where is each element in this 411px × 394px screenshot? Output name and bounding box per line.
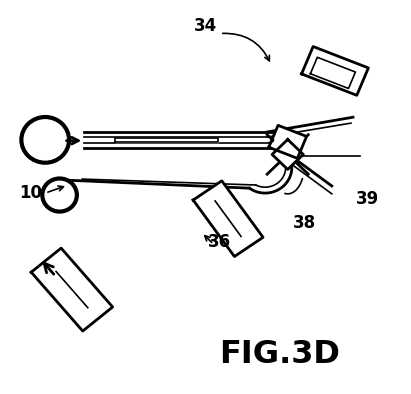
Polygon shape <box>272 139 303 169</box>
Polygon shape <box>115 138 218 142</box>
Text: 34: 34 <box>194 17 217 35</box>
FancyArrowPatch shape <box>205 236 212 242</box>
Polygon shape <box>302 46 368 95</box>
Text: 38: 38 <box>293 214 316 232</box>
Text: FIG.3D: FIG.3D <box>219 339 340 370</box>
Polygon shape <box>193 181 263 256</box>
Polygon shape <box>269 125 307 158</box>
FancyArrowPatch shape <box>48 186 63 192</box>
FancyArrowPatch shape <box>223 33 269 61</box>
Polygon shape <box>310 57 356 89</box>
Text: 39: 39 <box>356 190 379 208</box>
Polygon shape <box>31 248 113 331</box>
Text: 10: 10 <box>19 184 42 202</box>
Text: 36: 36 <box>208 233 231 251</box>
